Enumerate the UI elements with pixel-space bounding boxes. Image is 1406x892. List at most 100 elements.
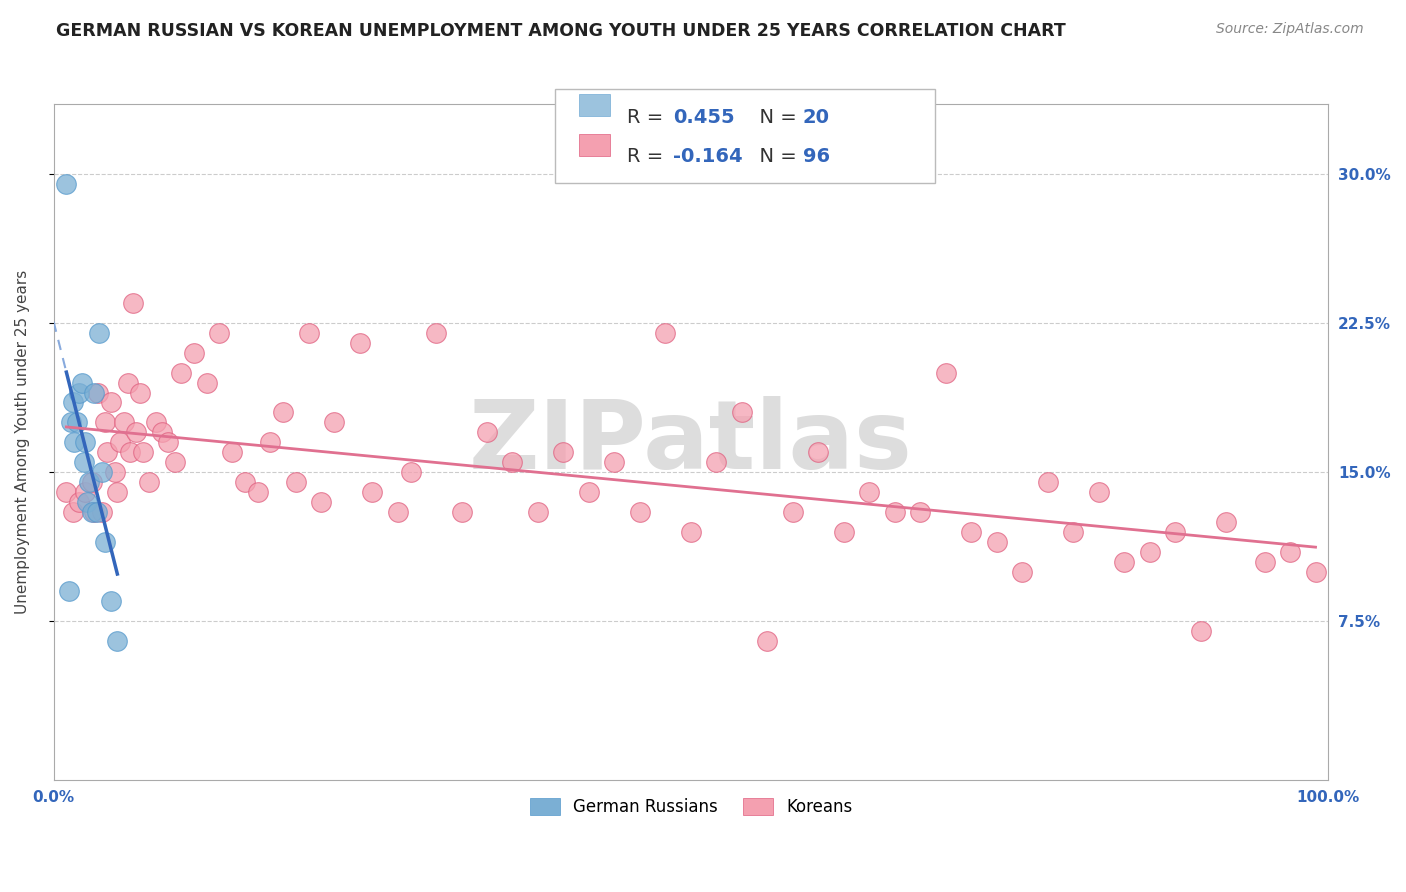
Point (183, 345, 205, 359)
Point (553, 445, 575, 459)
Point (96, 445, 118, 459)
Point (100, 395, 122, 409)
Point (1279, 544, 1302, 558)
Point (910, 505, 932, 519)
Point (67, 385, 90, 400)
Point (475, 425, 498, 440)
Point (960, 524, 983, 539)
Text: N =: N = (747, 147, 803, 166)
Text: Source: ZipAtlas.com: Source: ZipAtlas.com (1216, 22, 1364, 37)
Point (527, 505, 550, 519)
Point (654, 326, 676, 340)
Point (80, 475, 103, 489)
Point (399, 465, 422, 479)
Point (1139, 544, 1161, 558)
Point (91, 465, 114, 479)
Text: 96: 96 (803, 147, 830, 166)
Text: 0.455: 0.455 (673, 108, 735, 127)
Point (87, 385, 110, 400)
Point (83, 385, 105, 400)
Point (271, 405, 294, 419)
Text: ZIPatlas: ZIPatlas (470, 396, 912, 489)
Point (259, 435, 281, 450)
Y-axis label: Unemployment Among Youth under 25 years: Unemployment Among Youth under 25 years (15, 270, 30, 615)
Point (150, 425, 173, 440)
Point (91, 505, 114, 519)
Point (1305, 565, 1327, 579)
Point (807, 445, 830, 459)
Point (83, 505, 105, 519)
Point (62, 395, 84, 409)
Point (70, 376, 93, 390)
Point (93, 534, 115, 549)
Point (157, 435, 180, 450)
Point (883, 505, 905, 519)
Point (297, 326, 319, 340)
Point (108, 435, 131, 450)
Point (246, 485, 269, 500)
Point (105, 485, 128, 500)
Point (858, 485, 880, 500)
Point (1088, 485, 1111, 500)
Point (1036, 475, 1059, 489)
Point (679, 524, 702, 539)
Point (284, 475, 307, 489)
Point (129, 385, 152, 400)
Point (208, 326, 231, 340)
Point (73, 455, 96, 469)
Point (361, 485, 384, 500)
Point (105, 634, 128, 648)
Point (628, 505, 651, 519)
Text: GERMAN RUSSIAN VS KOREAN UNEMPLOYMENT AMONG YOUTH UNDER 25 YEARS CORRELATION CHA: GERMAN RUSSIAN VS KOREAN UNEMPLOYMENT AM… (56, 22, 1066, 40)
Point (79, 475, 101, 489)
Point (1062, 524, 1084, 539)
Point (1011, 565, 1033, 579)
Point (1215, 515, 1237, 529)
Point (132, 445, 155, 459)
Point (387, 505, 409, 519)
Point (120, 445, 142, 459)
Point (1164, 524, 1187, 539)
Point (756, 634, 779, 648)
Point (63, 435, 86, 450)
Point (75, 485, 97, 500)
Point (104, 465, 127, 479)
Point (170, 366, 193, 380)
Point (986, 534, 1008, 549)
Point (67, 495, 90, 509)
Point (221, 445, 243, 459)
Point (311, 495, 333, 509)
Point (65, 416, 87, 430)
Point (1189, 624, 1212, 639)
Point (112, 416, 135, 430)
Text: R =: R = (627, 147, 669, 166)
Point (75, 435, 97, 450)
Point (89, 326, 111, 340)
Point (195, 376, 218, 390)
Point (450, 505, 472, 519)
Point (935, 366, 957, 380)
Point (60, 416, 83, 430)
Point (706, 455, 728, 469)
Text: 20: 20 (803, 108, 830, 127)
Point (121, 296, 143, 310)
Point (323, 416, 346, 430)
Point (163, 455, 186, 469)
Point (603, 455, 626, 469)
Point (117, 376, 139, 390)
Point (80, 505, 103, 519)
Point (1114, 555, 1136, 569)
Point (138, 475, 160, 489)
Point (86, 505, 108, 519)
Point (578, 485, 600, 500)
Point (58, 584, 80, 599)
Point (502, 455, 524, 469)
Point (233, 475, 256, 489)
Point (1253, 555, 1275, 569)
Text: -0.164: -0.164 (673, 147, 744, 166)
Point (100, 594, 122, 608)
Point (55, 485, 77, 500)
Point (62, 505, 84, 519)
Point (145, 416, 167, 430)
Point (349, 335, 371, 350)
